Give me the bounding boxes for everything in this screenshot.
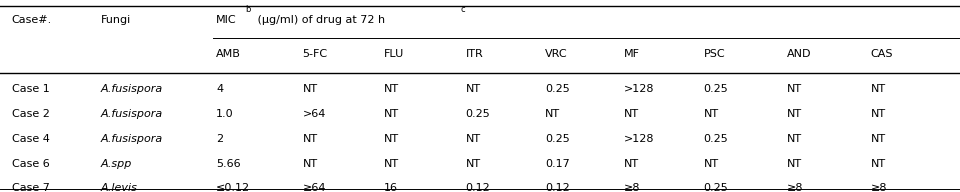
Text: 0.12: 0.12 — [545, 183, 570, 192]
Text: Case 7: Case 7 — [12, 183, 49, 192]
Text: 4: 4 — [216, 84, 223, 94]
Text: Case 4: Case 4 — [12, 134, 49, 144]
Text: MF: MF — [624, 49, 640, 59]
Text: NT: NT — [384, 84, 399, 94]
Text: (μg/ml) of drug at 72 h: (μg/ml) of drug at 72 h — [254, 15, 386, 25]
Text: MIC: MIC — [216, 15, 236, 25]
Text: ≥64: ≥64 — [302, 183, 325, 192]
Text: 5.66: 5.66 — [216, 159, 241, 169]
Text: c: c — [461, 5, 466, 14]
Text: NT: NT — [466, 134, 481, 144]
Text: NT: NT — [704, 109, 719, 119]
Text: FLU: FLU — [384, 49, 404, 59]
Text: A.levis: A.levis — [101, 183, 137, 192]
Text: NT: NT — [871, 84, 886, 94]
Text: NT: NT — [871, 159, 886, 169]
Text: NT: NT — [545, 109, 561, 119]
Text: ≥8: ≥8 — [624, 183, 640, 192]
Text: 2: 2 — [216, 134, 223, 144]
Text: b: b — [245, 5, 251, 14]
Text: NT: NT — [871, 134, 886, 144]
Text: NT: NT — [302, 159, 318, 169]
Text: Case 1: Case 1 — [12, 84, 49, 94]
Text: NT: NT — [302, 134, 318, 144]
Text: NT: NT — [384, 109, 399, 119]
Text: 0.25: 0.25 — [704, 183, 729, 192]
Text: AND: AND — [787, 49, 812, 59]
Text: NT: NT — [704, 159, 719, 169]
Text: Case 6: Case 6 — [12, 159, 49, 169]
Text: NT: NT — [787, 109, 803, 119]
Text: NT: NT — [871, 109, 886, 119]
Text: ≥8: ≥8 — [787, 183, 804, 192]
Text: NT: NT — [787, 159, 803, 169]
Text: 0.17: 0.17 — [545, 159, 570, 169]
Text: ITR: ITR — [466, 49, 483, 59]
Text: NT: NT — [384, 159, 399, 169]
Text: Case 2: Case 2 — [12, 109, 49, 119]
Text: A.fusispora: A.fusispora — [101, 84, 163, 94]
Text: A.fusispora: A.fusispora — [101, 109, 163, 119]
Text: 16: 16 — [384, 183, 398, 192]
Text: VRC: VRC — [545, 49, 568, 59]
Text: 0.25: 0.25 — [704, 134, 729, 144]
Text: Fungi: Fungi — [101, 15, 132, 25]
Text: A.fusispora: A.fusispora — [101, 134, 163, 144]
Text: >128: >128 — [624, 84, 655, 94]
Text: NT: NT — [466, 84, 481, 94]
Text: NT: NT — [302, 84, 318, 94]
Text: >128: >128 — [624, 134, 655, 144]
Text: NT: NT — [624, 159, 639, 169]
Text: NT: NT — [787, 134, 803, 144]
Text: NT: NT — [384, 134, 399, 144]
Text: 5-FC: 5-FC — [302, 49, 327, 59]
Text: >64: >64 — [302, 109, 325, 119]
Text: Case#.: Case#. — [12, 15, 52, 25]
Text: NT: NT — [787, 84, 803, 94]
Text: 1.0: 1.0 — [216, 109, 233, 119]
Text: 0.12: 0.12 — [466, 183, 491, 192]
Text: CAS: CAS — [871, 49, 893, 59]
Text: ≥8: ≥8 — [871, 183, 887, 192]
Text: 0.25: 0.25 — [704, 84, 729, 94]
Text: A.spp: A.spp — [101, 159, 132, 169]
Text: 0.25: 0.25 — [466, 109, 491, 119]
Text: NT: NT — [466, 159, 481, 169]
Text: NT: NT — [624, 109, 639, 119]
Text: PSC: PSC — [704, 49, 726, 59]
Text: AMB: AMB — [216, 49, 241, 59]
Text: 0.25: 0.25 — [545, 134, 570, 144]
Text: 0.25: 0.25 — [545, 84, 570, 94]
Text: ≤0.12: ≤0.12 — [216, 183, 251, 192]
